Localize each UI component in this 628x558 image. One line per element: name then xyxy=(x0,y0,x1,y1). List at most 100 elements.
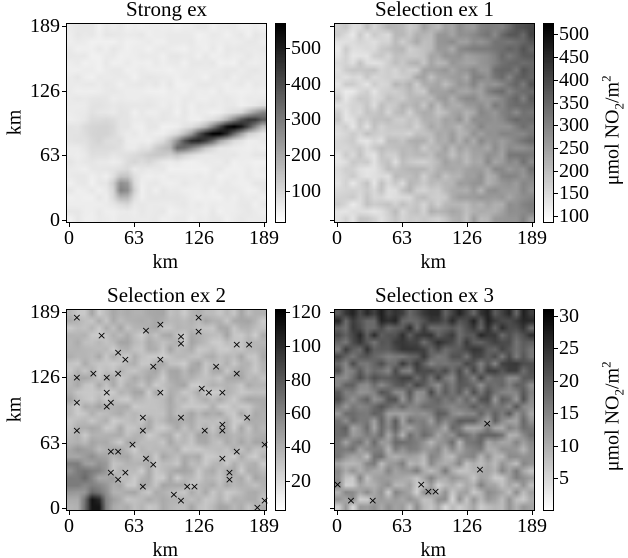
colorbar-tick-label: 300 xyxy=(291,108,321,131)
x-axis-label: km xyxy=(152,251,179,273)
selection-marker: × xyxy=(260,437,270,451)
selection-marker: × xyxy=(204,385,214,399)
y-tick-mark xyxy=(62,90,66,92)
selection-marker: × xyxy=(176,337,186,351)
colorbar-tick-label: 120 xyxy=(291,301,321,324)
y-tick-label: 0 xyxy=(50,497,60,519)
x-tick-mark xyxy=(264,223,265,227)
colorbar-tick-label: 400 xyxy=(559,68,589,91)
colorbar-tick-mark xyxy=(286,312,290,314)
selection-marker: × xyxy=(72,311,82,325)
colorbar-tick-label: 450 xyxy=(559,46,589,69)
y-tick-label: 189 xyxy=(30,301,60,323)
selection-marker: × xyxy=(113,346,123,360)
x-tick-label: 126 xyxy=(452,227,482,249)
selection-marker: × xyxy=(138,480,148,494)
y-tick-mark xyxy=(62,312,66,313)
colorbar-tick-label: 500 xyxy=(559,23,589,46)
x-tick-label: 63 xyxy=(124,227,144,249)
y-tick-label: 63 xyxy=(40,144,60,167)
x-tick-mark xyxy=(264,511,265,515)
selection-marker: × xyxy=(217,424,227,438)
x-tick-mark xyxy=(69,511,70,515)
selection-marker: × xyxy=(176,329,186,343)
selection-marker: × xyxy=(193,324,204,338)
x-tick-label: 126 xyxy=(184,515,214,537)
x-tick-label: 63 xyxy=(392,515,412,537)
colorbar-tick-label: 40 xyxy=(291,436,311,459)
colorbar-tick-label: 200 xyxy=(291,144,321,167)
colorbar-tick-mark xyxy=(286,119,290,121)
selection-marker: × xyxy=(197,381,207,395)
colorbar-tick-mark xyxy=(286,190,290,192)
selection-marker: × xyxy=(72,396,82,410)
heatmap-3 xyxy=(66,309,267,511)
selection-marker: × xyxy=(193,311,204,325)
colorbar-tick-mark xyxy=(554,79,558,81)
y-tick-mark xyxy=(330,155,334,157)
selection-marker: × xyxy=(232,445,242,458)
colorbar-tick-mark xyxy=(286,83,290,85)
colorbar-tick-mark xyxy=(554,125,558,127)
heatmap-2 xyxy=(334,23,535,223)
selection-marker: × xyxy=(176,410,186,424)
colorbar-tick-label: 80 xyxy=(291,368,311,391)
selection-marker: × xyxy=(106,465,116,479)
x-tick-mark xyxy=(199,223,200,227)
x-axis-label: km xyxy=(420,251,447,273)
x-tick-label: 0 xyxy=(64,227,74,249)
colorbar-tick-mark xyxy=(286,379,290,381)
colorbar-tick-label: 5 xyxy=(559,467,569,490)
colorbar-tick-label: 100 xyxy=(291,179,321,202)
selection-marker: × xyxy=(211,359,221,373)
colorbar-tick-mark xyxy=(554,380,558,382)
y-tick-mark xyxy=(330,90,334,92)
selection-marker: × xyxy=(113,367,123,381)
selection-marker: × xyxy=(169,487,179,501)
x-tick-label: 189 xyxy=(517,515,547,537)
colorbar-tick-mark xyxy=(554,148,558,149)
selection-marker: × xyxy=(252,501,262,514)
selection-marker: × xyxy=(217,385,227,399)
selection-marker: × xyxy=(431,485,441,499)
selection-marker: × xyxy=(72,371,82,385)
heatmap-4 xyxy=(334,309,535,511)
x-tick-mark xyxy=(532,511,533,515)
x-tick-label: 0 xyxy=(332,227,342,249)
selection-marker: × xyxy=(224,465,235,479)
x-tick-mark xyxy=(134,223,135,227)
colorbar-3 xyxy=(275,309,286,511)
colorbar-2 xyxy=(543,23,554,223)
colorbar-tick-mark xyxy=(286,346,290,348)
colorbar-tick-label: 10 xyxy=(559,434,579,457)
selection-marker: × xyxy=(260,493,270,507)
selection-marker: × xyxy=(141,323,151,337)
y-tick-mark xyxy=(330,377,334,379)
selection-marker: × xyxy=(141,452,151,466)
colorbar-tick-label: 60 xyxy=(291,402,311,425)
colorbar-tick-label: 20 xyxy=(559,369,579,392)
selection-marker: × xyxy=(217,452,227,466)
colorbar-tick-label: 100 xyxy=(559,205,589,228)
panel-title-2: Selection ex 1 xyxy=(375,0,494,21)
selection-marker: × xyxy=(138,410,148,424)
y-axis-label: km xyxy=(3,109,26,136)
selection-marker: × xyxy=(96,328,107,342)
x-tick-mark xyxy=(337,511,338,515)
selection-marker: × xyxy=(148,359,158,373)
selection-marker: × xyxy=(176,493,186,507)
colorbar-tick-mark xyxy=(554,348,558,350)
colorbar-unit-label-2: μmol NO2/m2 xyxy=(598,361,627,472)
colorbar-tick-mark xyxy=(554,445,558,447)
panel-title-3: Selection ex 2 xyxy=(107,283,226,307)
selection-marker: × xyxy=(155,385,165,399)
selection-marker: × xyxy=(224,473,235,486)
selection-marker: × xyxy=(102,400,112,414)
selection-marker: × xyxy=(368,493,378,507)
y-tick-label: 126 xyxy=(30,366,60,389)
selection-marker: × xyxy=(475,462,485,476)
colorbar-1 xyxy=(275,23,286,223)
selection-marker: × xyxy=(232,338,242,352)
y-tick-mark xyxy=(330,508,334,509)
